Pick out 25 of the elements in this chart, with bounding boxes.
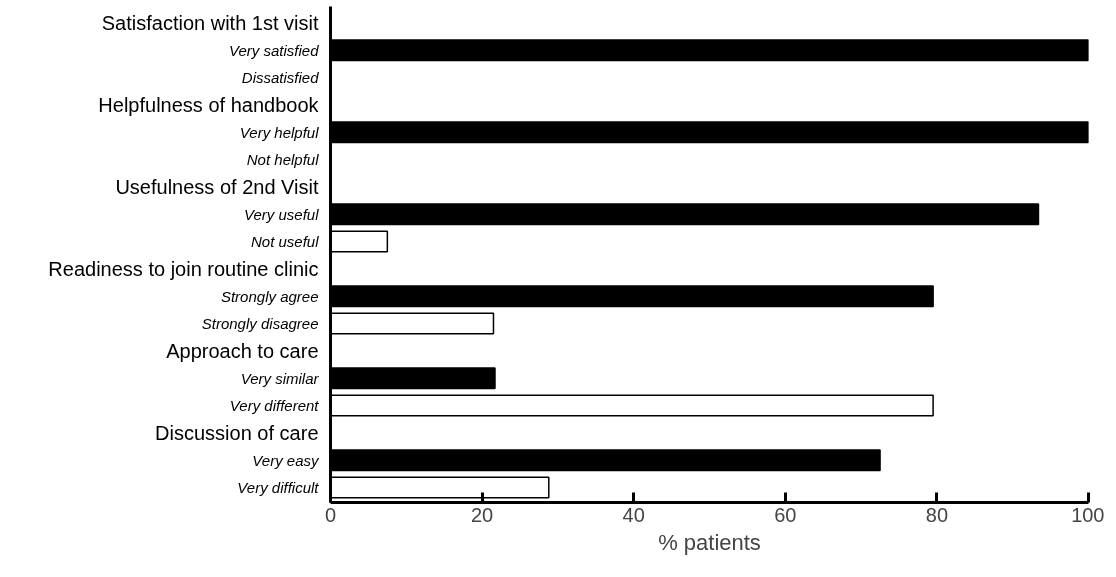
y-tick-label: Strongly disagree: [201, 315, 319, 332]
y-tick-label: Very helpful: [239, 123, 320, 141]
y-tick-label: Not useful: [250, 233, 320, 251]
y-tick-label: Helpfulness of handbook: [98, 93, 320, 116]
y-tick-label: Very difficult: [237, 478, 320, 496]
y-tick-label: Strongly agree: [220, 287, 319, 305]
y-tick-label: Approach to care: [166, 339, 319, 362]
x-tick-label: 40: [622, 503, 645, 526]
y-tick-label: Discussion of care: [155, 421, 319, 444]
y-tick-label: Not helpful: [246, 151, 320, 169]
x-tick-label: 0: [324, 503, 337, 526]
y-tick-label: Very similar: [240, 369, 320, 387]
x-axis-title: % patients: [658, 529, 761, 555]
y-tick-label: Very easy: [252, 451, 320, 469]
y-tick-label: Readiness to join routine clinic: [48, 257, 319, 280]
y-tick-label: Satisfaction with 1st visit: [101, 11, 319, 34]
x-tick-label: 80: [925, 503, 949, 526]
y-tick-label: Dissatisfied: [241, 69, 320, 87]
y-tick-label: Very useful: [244, 205, 320, 223]
y-tick-label: Usefulness of 2nd Visit: [115, 175, 319, 198]
x-tick-label: 100: [1071, 503, 1105, 526]
y-tick-label: Very different: [229, 396, 320, 414]
x-tick-label: 60: [774, 503, 797, 526]
y-tick-label: Very satisfied: [229, 41, 320, 59]
x-tick-label: 20: [470, 503, 494, 526]
